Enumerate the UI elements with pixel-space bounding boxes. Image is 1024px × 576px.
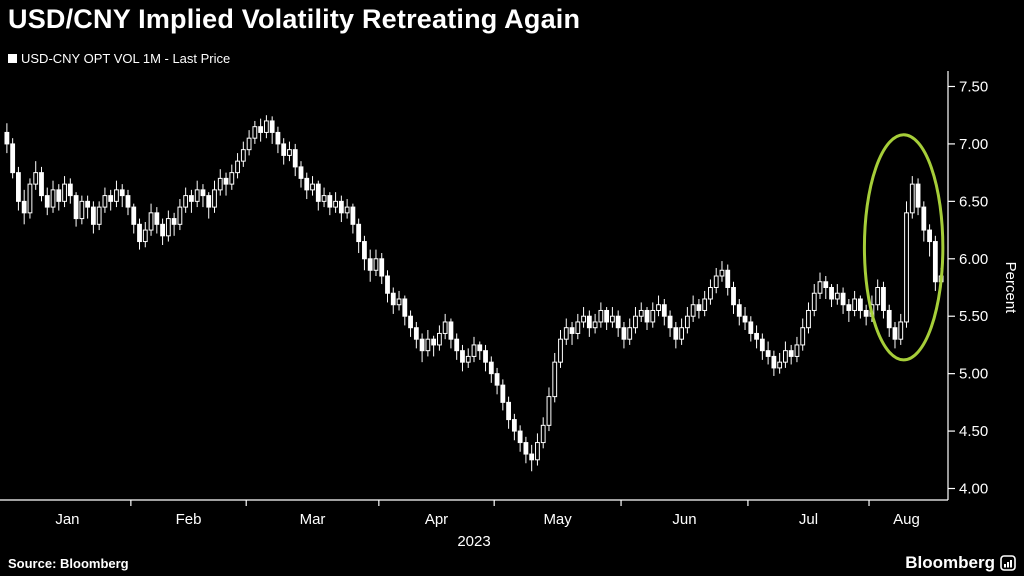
y-tick-label: 6.50 xyxy=(959,193,988,210)
x-month-label: Jun xyxy=(672,511,696,528)
y-axis-title: Percent xyxy=(1002,262,1019,315)
y-tick-label: 7.50 xyxy=(959,78,988,95)
y-axis: 4.00 4.50 5.00 5.50 6.00 6.50 7.00 7.50 xyxy=(948,78,988,498)
y-tick-label: 7.00 xyxy=(959,136,988,153)
x-month-label: Mar xyxy=(300,511,326,528)
x-month-label: Apr xyxy=(425,511,448,528)
bloomberg-terminal-icon xyxy=(1000,555,1016,571)
x-month-label: Aug xyxy=(893,511,920,528)
y-axis-title: Percent xyxy=(1002,262,1019,315)
x-year-label: 2023 xyxy=(457,533,490,550)
x-month-label: May xyxy=(543,511,572,528)
x-axis: Jan Feb Mar Apr May Jun Jul Aug 2023 xyxy=(55,500,920,550)
highlight-ellipse xyxy=(862,133,945,362)
chart-title: USD/CNY Implied Volatility Retreating Ag… xyxy=(8,4,581,34)
legend-label: USD-CNY OPT VOL 1M - Last Price xyxy=(21,51,231,66)
source-label: Source: Bloomberg xyxy=(8,555,129,571)
bloomberg-logo-text: Bloomberg xyxy=(905,553,995,572)
y-tick-label: 4.00 xyxy=(959,481,988,498)
candles-series xyxy=(4,115,944,472)
bloomberg-logo: Bloomberg xyxy=(905,553,1016,573)
footer-bar: Source: Bloomberg Bloomberg xyxy=(0,550,1024,576)
y-tick-label: 4.50 xyxy=(959,423,988,440)
y-tick-label: 5.00 xyxy=(959,366,988,383)
axes xyxy=(0,71,949,501)
y-tick-label: 6.00 xyxy=(959,251,988,268)
x-month-label: Jul xyxy=(799,511,818,528)
annotation xyxy=(862,133,945,362)
y-tick-label: 5.50 xyxy=(959,308,988,325)
x-month-label: Jan xyxy=(55,511,79,528)
legend: USD-CNY OPT VOL 1M - Last Price xyxy=(8,51,230,66)
x-month-label: Feb xyxy=(176,511,202,528)
legend-swatch-icon xyxy=(8,54,17,63)
